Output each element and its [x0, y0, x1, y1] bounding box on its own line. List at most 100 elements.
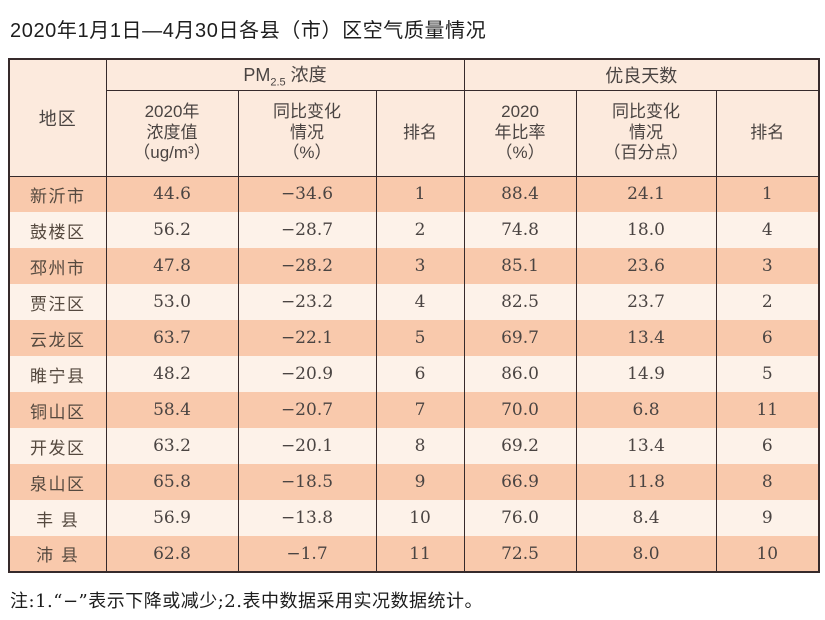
- table-row: 开发区 63.2 −20.1 8 69.2 13.4 6: [8, 428, 820, 464]
- pm-value-cell: 58.4: [105, 392, 239, 428]
- region-cell: 贾汪区: [8, 284, 107, 320]
- good-change-cell: 11.8: [575, 464, 717, 500]
- good-change-cell: 8.0: [575, 536, 717, 572]
- header-sub-row: 2020年 浓度值 （ug/m³） 同比变化 情况 （%） 排名 2020 年比…: [9, 90, 820, 177]
- pm-label-suffix: 浓度: [285, 64, 327, 85]
- pm-rank-cell: 1: [375, 176, 465, 212]
- pm-change-header: 同比变化 情况 （%）: [237, 90, 377, 177]
- pm-value-cell: 53.0: [105, 284, 239, 320]
- pm-rank-cell: 3: [375, 248, 465, 284]
- table-row: 鼓楼区 56.2 −28.7 2 74.8 18.0 4: [8, 212, 820, 248]
- good-rate-cell: 69.2: [463, 428, 577, 464]
- region-cell: 泉山区: [8, 464, 107, 500]
- pm-change-cell: −22.1: [237, 320, 377, 356]
- pm-value-cell: 47.8: [105, 248, 239, 284]
- region-cell: 铜山区: [8, 392, 107, 428]
- region-cell: 鼓楼区: [8, 212, 107, 248]
- header-group-row: 地区 PM2.5 浓度 优良天数: [8, 59, 820, 177]
- good-rate-cell: 82.5: [463, 284, 577, 320]
- good-change-cell: 6.8: [575, 392, 717, 428]
- pm-rank-cell: 4: [375, 284, 465, 320]
- pm-change-cell: −20.9: [237, 356, 377, 392]
- region-column-header: 地区: [8, 59, 107, 177]
- region-cell: 云龙区: [8, 320, 107, 356]
- pm-value-cell: 65.8: [105, 464, 239, 500]
- table-row: 沛 县 62.8 −1.7 11 72.5 8.0 10: [8, 536, 820, 572]
- pm-rank-cell: 6: [375, 356, 465, 392]
- good-change-cell: 14.9: [575, 356, 717, 392]
- pm-change-cell: −34.6: [237, 176, 377, 212]
- good-rank-cell: 11: [715, 392, 820, 428]
- pm-value-header: 2020年 浓度值 （ug/m³）: [105, 90, 239, 177]
- region-cell: 邳州市: [8, 248, 107, 284]
- good-change-cell: 18.0: [575, 212, 717, 248]
- table-header: 地区 PM2.5 浓度 优良天数 2020年 浓度值 （ug/m³） 同比变化 …: [8, 59, 820, 177]
- pm-rank-cell: 5: [375, 320, 465, 356]
- good-rank-cell: 10: [715, 536, 820, 572]
- pm-rank-cell: 2: [375, 212, 465, 248]
- pm-rank-header: 排名: [375, 90, 465, 177]
- air-quality-table: 地区 PM2.5 浓度 优良天数 2020年 浓度值 （ug/m³） 同比变化 …: [8, 58, 821, 573]
- pm-change-cell: −23.2: [237, 284, 377, 320]
- pm-value-cell: 63.2: [105, 428, 239, 464]
- pm-rank-cell: 7: [375, 392, 465, 428]
- pm-value-cell: 56.9: [105, 500, 239, 536]
- good-rank-cell: 4: [715, 212, 820, 248]
- pm-change-cell: −28.7: [237, 212, 377, 248]
- good-rank-cell: 3: [715, 248, 820, 284]
- pm-value-cell: 63.7: [105, 320, 239, 356]
- good-rate-cell: 72.5: [463, 536, 577, 572]
- pm-rank-cell: 9: [375, 464, 465, 500]
- good-rank-cell: 5: [715, 356, 820, 392]
- table-body: 新沂市 44.6 −34.6 1 88.4 24.1 1 鼓楼区 56.2 −2…: [8, 176, 820, 572]
- region-cell: 睢宁县: [8, 356, 107, 392]
- pm-subscript: 2.5: [270, 76, 286, 89]
- table-row: 泉山区 65.8 −18.5 9 66.9 11.8 8: [8, 464, 820, 500]
- page-title: 2020年1月1日—4月30日各县（市）区空气质量情况: [10, 20, 487, 42]
- good-rate-cell: 85.1: [463, 248, 577, 284]
- pm-change-cell: −18.5: [237, 464, 377, 500]
- pm-value-cell: 56.2: [105, 212, 239, 248]
- good-rank-cell: 6: [715, 320, 820, 356]
- pm-change-cell: −28.2: [237, 248, 377, 284]
- good-days-group-header: 优良天数: [463, 59, 820, 91]
- good-change-cell: 23.6: [575, 248, 717, 284]
- good-rank-cell: 1: [715, 176, 820, 212]
- pm-change-cell: −20.7: [237, 392, 377, 428]
- good-rate-cell: 86.0: [463, 356, 577, 392]
- pm-rank-cell: 8: [375, 428, 465, 464]
- good-rate-cell: 88.4: [463, 176, 577, 212]
- pm-rank-cell: 10: [375, 500, 465, 536]
- region-cell: 丰 县: [8, 500, 107, 536]
- table-row: 贾汪区 53.0 −23.2 4 82.5 23.7 2: [8, 284, 820, 320]
- pm-change-cell: −13.8: [237, 500, 377, 536]
- pm-change-cell: −20.1: [237, 428, 377, 464]
- table-row: 丰 县 56.9 −13.8 10 76.0 8.4 9: [8, 500, 820, 536]
- good-rank-cell: 2: [715, 284, 820, 320]
- good-rank-cell: 9: [715, 500, 820, 536]
- good-rate-cell: 66.9: [463, 464, 577, 500]
- table-row: 邳州市 47.8 −28.2 3 85.1 23.6 3: [8, 248, 820, 284]
- good-rank-header: 排名: [715, 90, 820, 177]
- table-row: 新沂市 44.6 −34.6 1 88.4 24.1 1: [8, 176, 820, 212]
- pm-value-cell: 44.6: [105, 176, 239, 212]
- region-cell: 新沂市: [8, 176, 107, 212]
- good-change-cell: 23.7: [575, 284, 717, 320]
- good-rate-header: 2020 年比率 （%）: [463, 90, 577, 177]
- pm-change-cell: −1.7: [237, 536, 377, 572]
- good-change-cell: 13.4: [575, 428, 717, 464]
- pm-rank-cell: 11: [375, 536, 465, 572]
- footnote: 注:1.“−”表示下降或减少;2.表中数据采用实况数据统计。: [10, 591, 483, 612]
- table-row: 铜山区 58.4 −20.7 7 70.0 6.8 11: [8, 392, 820, 428]
- good-rate-cell: 70.0: [463, 392, 577, 428]
- pm-value-cell: 62.8: [105, 536, 239, 572]
- region-cell: 沛 县: [8, 536, 107, 572]
- good-rank-cell: 6: [715, 428, 820, 464]
- table-row: 睢宁县 48.2 −20.9 6 86.0 14.9 5: [8, 356, 820, 392]
- region-cell: 开发区: [8, 428, 107, 464]
- good-change-cell: 8.4: [575, 500, 717, 536]
- good-rate-cell: 76.0: [463, 500, 577, 536]
- good-rank-cell: 8: [715, 464, 820, 500]
- table-row: 云龙区 63.7 −22.1 5 69.7 13.4 6: [8, 320, 820, 356]
